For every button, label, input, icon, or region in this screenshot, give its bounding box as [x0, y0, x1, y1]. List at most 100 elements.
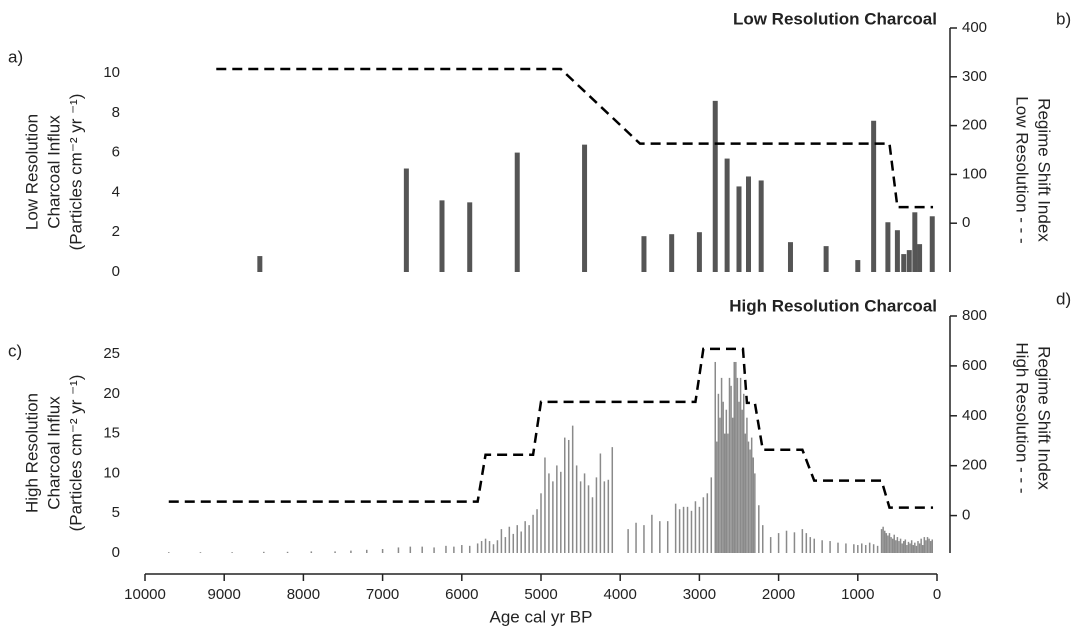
bar: [743, 393, 745, 553]
bar: [793, 532, 796, 553]
bar: [564, 437, 566, 553]
bar: [421, 546, 423, 553]
bar: [678, 509, 681, 553]
bar: [603, 481, 606, 553]
bar: [758, 180, 764, 272]
y2-tick-label: 0: [962, 507, 970, 524]
bar: [758, 505, 760, 553]
bar: [702, 497, 705, 553]
bar: [904, 539, 907, 553]
y-axis-label: (Particles cm⁻² yr ⁻¹): [66, 375, 85, 532]
bar: [698, 506, 701, 553]
bar: [731, 417, 734, 553]
bar: [901, 254, 907, 272]
bar: [583, 473, 586, 553]
y2-tick-label: 200: [962, 117, 987, 134]
bar: [627, 529, 629, 553]
bar: [801, 529, 804, 553]
y2-tick-label: 200: [962, 457, 987, 474]
chart-title: High Resolution Charcoal: [729, 296, 937, 315]
bar: [714, 361, 716, 553]
bar: [724, 158, 730, 272]
chart-title: Low Resolution Charcoal: [733, 9, 937, 28]
bar: [868, 542, 871, 553]
bar: [899, 538, 902, 553]
bar: [461, 545, 463, 553]
bar: [746, 176, 752, 272]
bar: [895, 540, 897, 553]
bar: [741, 409, 743, 553]
bar: [263, 551, 265, 553]
bar: [567, 439, 570, 553]
bar: [750, 437, 753, 553]
bar: [403, 168, 409, 272]
bar: [334, 551, 336, 553]
bar: [893, 534, 895, 553]
bar: [409, 546, 412, 553]
bar: [829, 541, 831, 553]
bar: [902, 541, 905, 553]
bar: [536, 509, 538, 553]
bar: [929, 541, 932, 553]
bar: [514, 152, 520, 272]
bar: [809, 537, 812, 553]
bar: [199, 552, 202, 553]
y2-tick-label: 600: [962, 357, 987, 374]
bar: [891, 538, 894, 553]
bar: [813, 538, 815, 553]
bar: [484, 538, 487, 553]
bar: [571, 425, 574, 553]
bar: [880, 529, 883, 553]
bar: [719, 417, 721, 553]
bar: [901, 543, 903, 553]
bar: [350, 550, 352, 553]
bar: [890, 537, 892, 553]
bar: [694, 501, 697, 553]
bar: [397, 547, 400, 553]
y-tick-label: 20: [103, 385, 120, 402]
bar: [853, 544, 855, 553]
bar: [861, 543, 863, 553]
y2-tick-label: 800: [962, 307, 987, 324]
bar: [805, 533, 808, 553]
bar: [735, 361, 737, 553]
bar: [912, 545, 914, 553]
x-tick-label: 0: [933, 586, 941, 603]
bar: [659, 521, 661, 553]
bar: [587, 485, 590, 553]
x-tick-label: 9000: [208, 586, 241, 603]
bar: [669, 234, 675, 272]
bar: [476, 543, 479, 553]
x-tick-label: 8000: [287, 586, 320, 603]
bar: [635, 522, 637, 553]
bar: [747, 441, 750, 553]
bar: [595, 477, 598, 553]
bar: [787, 242, 793, 272]
bar: [864, 545, 867, 553]
bar: [257, 256, 263, 272]
bar: [906, 545, 908, 553]
bar: [723, 433, 726, 553]
y-tick-label: 2: [112, 223, 120, 240]
panel-label: a): [8, 47, 23, 66]
x-tick-label: 5000: [524, 586, 557, 603]
bar: [591, 497, 594, 553]
bar: [885, 533, 888, 553]
y-tick-label: 4: [112, 183, 120, 200]
bar: [710, 477, 713, 553]
bar: [857, 545, 859, 553]
bar: [912, 212, 918, 272]
y-tick-label: 5: [112, 504, 120, 521]
bar: [439, 200, 445, 272]
bar: [496, 540, 499, 553]
y-axis-label: Charcoal Influx: [44, 115, 63, 229]
bar: [468, 545, 471, 553]
bar: [762, 525, 764, 553]
bar: [686, 506, 689, 553]
bar: [931, 539, 933, 553]
bar: [508, 526, 511, 553]
bar: [898, 541, 900, 553]
bar: [871, 120, 877, 272]
bar: [286, 551, 289, 553]
